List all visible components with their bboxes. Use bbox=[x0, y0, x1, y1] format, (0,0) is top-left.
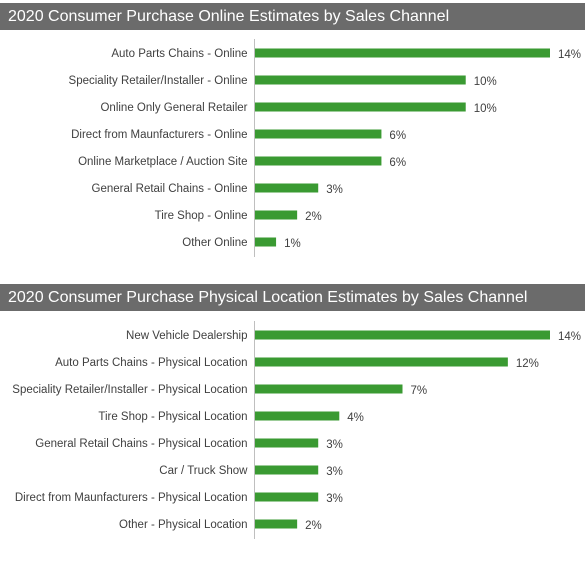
online-value-label: 6% bbox=[389, 130, 406, 142]
physical-chart-title: 2020 Consumer Purchase Physical Location… bbox=[0, 284, 585, 311]
online-value-label: 14% bbox=[558, 49, 581, 61]
online-category-label: Online Marketplace / Auction Site bbox=[78, 156, 247, 168]
online-value-label: 3% bbox=[326, 184, 343, 196]
online-category-label: Other Online bbox=[182, 237, 247, 249]
physical-category-label: New Vehicle Dealership bbox=[126, 330, 247, 342]
physical-category-label: Direct from Maunfacturers - Physical Loc… bbox=[15, 492, 248, 504]
physical-value-label: 3% bbox=[326, 466, 343, 478]
physical-bar bbox=[255, 465, 319, 475]
online-value-label: 6% bbox=[389, 157, 406, 169]
physical-category-label: Auto Parts Chains - Physical Location bbox=[55, 357, 247, 369]
physical-bar-chart: New Vehicle Dealership 14% Auto Parts Chai… bbox=[12, 321, 581, 539]
online-bar-chart: Auto Parts Chains - Online 14% Speciality … bbox=[69, 39, 581, 257]
physical-bar bbox=[255, 330, 550, 340]
online-bar bbox=[255, 102, 466, 112]
physical-value-label: 3% bbox=[326, 493, 343, 505]
physical-bar bbox=[255, 519, 298, 529]
online-value-label: 10% bbox=[474, 76, 497, 88]
online-category-label: General Retail Chains - Online bbox=[92, 183, 248, 195]
physical-bar bbox=[255, 357, 508, 367]
online-bar bbox=[255, 210, 298, 220]
physical-category-label: Other - Physical Location bbox=[119, 519, 247, 531]
physical-category-label: Speciality Retailer/Installer - Physical… bbox=[12, 384, 247, 396]
online-bar bbox=[255, 129, 382, 139]
physical-category-label: Car / Truck Show bbox=[159, 465, 248, 477]
online-category-label: Direct from Maunfacturers - Online bbox=[71, 129, 247, 141]
online-category-label: Online Only General Retailer bbox=[100, 102, 247, 114]
online-bar bbox=[255, 156, 382, 166]
physical-category-label: General Retail Chains - Physical Locatio… bbox=[35, 438, 247, 450]
physical-category-label: Tire Shop - Physical Location bbox=[98, 411, 247, 423]
online-bar bbox=[255, 183, 319, 193]
physical-bar bbox=[255, 438, 319, 448]
physical-bar bbox=[255, 411, 340, 421]
physical-value-label: 12% bbox=[516, 358, 539, 370]
online-value-label: 10% bbox=[474, 103, 497, 115]
online-category-label: Tire Shop - Online bbox=[155, 210, 248, 222]
physical-value-label: 3% bbox=[326, 439, 343, 451]
online-category-label: Auto Parts Chains - Online bbox=[111, 48, 247, 60]
physical-value-label: 2% bbox=[305, 520, 322, 532]
online-bar bbox=[255, 75, 466, 85]
online-value-label: 1% bbox=[284, 238, 301, 250]
online-bar bbox=[255, 48, 550, 58]
physical-bar bbox=[255, 492, 319, 502]
physical-bar bbox=[255, 384, 403, 394]
physical-value-label: 7% bbox=[411, 385, 428, 397]
online-value-label: 2% bbox=[305, 211, 322, 223]
online-bar bbox=[255, 237, 277, 247]
online-chart-title: 2020 Consumer Purchase Online Estimates … bbox=[0, 3, 585, 30]
online-category-label: Speciality Retailer/Installer - Online bbox=[69, 75, 248, 87]
physical-value-label: 4% bbox=[347, 412, 364, 424]
physical-value-label: 14% bbox=[558, 331, 581, 343]
